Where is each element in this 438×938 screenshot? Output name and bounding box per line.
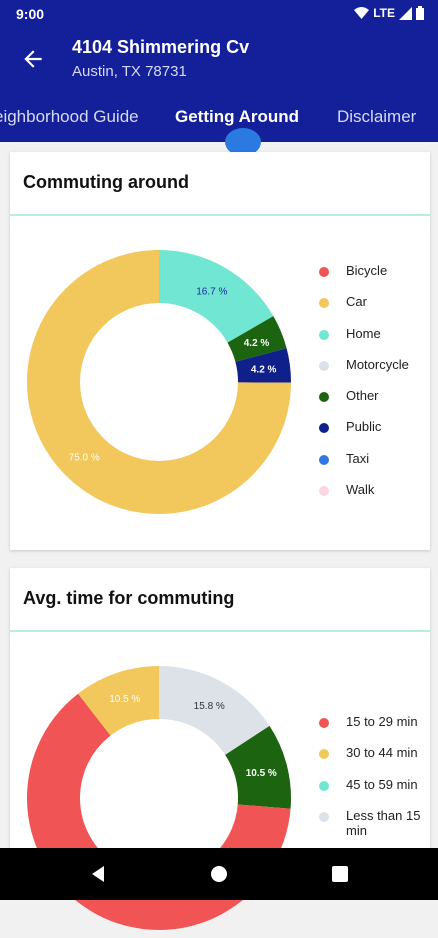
legend-label: 45 to 59 min [346, 776, 418, 792]
card-divider [10, 630, 430, 632]
pie-slice-30-to-44-min[interactable] [78, 666, 159, 736]
legend-dot [319, 811, 329, 822]
legend-dot [319, 329, 329, 340]
legend-label: 30 to 44 min [346, 745, 418, 761]
legend-label: 15 to 29 min [346, 714, 418, 729]
slice-label: 10.5 % [246, 768, 277, 779]
commute-time-card: Avg. time for commuting 15.8 % 10.5 % 10.5… [10, 568, 430, 930]
pie-slice-home[interactable] [159, 250, 274, 343]
legend-dot [319, 267, 329, 277]
legend-dot [319, 454, 329, 465]
legend-dot [319, 360, 329, 371]
legend-label: Public [346, 419, 382, 435]
battery-icon [416, 6, 424, 20]
pie-slice-less-than-15-min[interactable] [159, 666, 270, 755]
legend-label: Motorcycle [346, 356, 409, 372]
legend-dot [319, 486, 329, 497]
nav-back-icon[interactable] [90, 865, 106, 883]
commute-time-title: Avg. time for commuting [23, 588, 235, 608]
nav-recents-icon[interactable] [332, 866, 348, 882]
property-address: 4104 Shimmering Cv [72, 37, 250, 57]
pie-slice-public[interactable] [235, 348, 291, 383]
commuting-donut-chart: 16.7 % 4.2 % 4.2 % 75.0 % [26, 250, 291, 514]
tab-neighborhood-guide[interactable]: eighborhood Guide [0, 107, 139, 126]
legend-dot [319, 298, 329, 309]
property-city: Austin, TX 78731 [72, 63, 187, 80]
legend-label: Car [346, 294, 367, 310]
legend-dot [319, 749, 329, 760]
app-bar: 4104 Shimmering Cv Austin, TX 78731 [0, 28, 438, 90]
legend-label: Bicycle [346, 263, 388, 278]
slice-label: 4.2 % [251, 365, 277, 376]
slice-label: 4.2 % [244, 338, 270, 349]
legend-label: Less than 15 min [346, 807, 421, 838]
slice-label: 10.5 % [109, 694, 140, 705]
status-bar: 9:00 LTE [0, 0, 438, 28]
card-divider [10, 214, 430, 216]
legend-label: Walk [346, 482, 375, 498]
nav-home-icon[interactable] [210, 865, 228, 883]
network-type: LTE [373, 6, 395, 20]
pie-slice-other[interactable] [227, 316, 287, 362]
tab-bar: eighborhood Guide Getting Around Disclai… [0, 90, 438, 142]
commuting-card: Commuting around 16.7 % 4.2 % 4.2 % 75.0 % … [10, 152, 430, 550]
pie-slice-other[interactable] [225, 725, 291, 809]
slice-label: 75.0 % [69, 452, 100, 463]
legend-label: Home [346, 325, 381, 341]
wifi-icon [354, 6, 370, 19]
status-time: 9:00 [16, 6, 45, 22]
slice-label: 15.8 % [194, 701, 225, 712]
active-tab-indicator [225, 128, 261, 156]
back-arrow-icon[interactable] [20, 46, 46, 72]
legend-dot [319, 780, 329, 791]
status-icons: LTE [354, 6, 424, 20]
system-nav-bar [0, 848, 438, 900]
legend-label: Taxi [346, 450, 370, 466]
legend-dot [319, 423, 329, 434]
legend-dot [319, 718, 329, 728]
slice-label: 16.7 % [196, 287, 227, 298]
legend-label: Other [346, 388, 379, 404]
legend-dot [319, 392, 329, 403]
pie-slice-car[interactable] [26, 250, 291, 514]
commuting-title: Commuting around [23, 172, 189, 192]
tab-disclaimer[interactable]: Disclaimer [337, 107, 417, 126]
tab-getting-around[interactable]: Getting Around [175, 107, 300, 126]
signal-icon [399, 6, 412, 20]
